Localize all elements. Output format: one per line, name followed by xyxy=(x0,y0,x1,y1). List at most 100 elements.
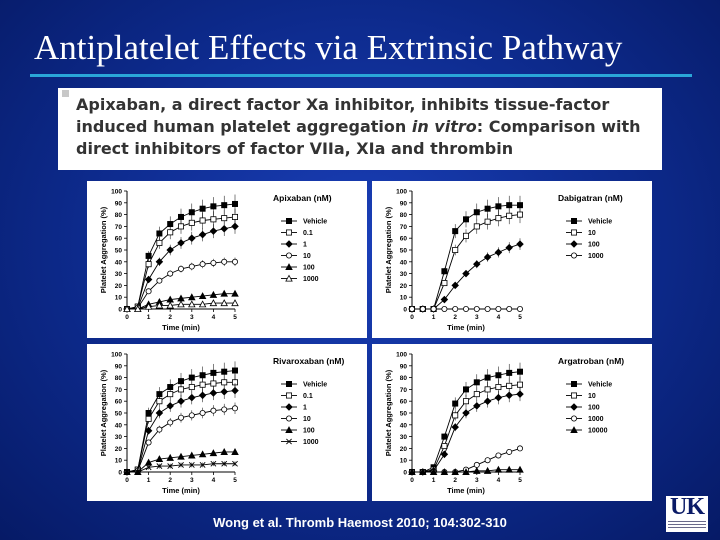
data-point xyxy=(177,300,185,308)
y-tick-label: 90 xyxy=(400,363,408,370)
data-point xyxy=(495,215,502,222)
series-4 xyxy=(408,465,524,476)
x-tick-label: 2 xyxy=(453,314,457,321)
y-tick-label: 40 xyxy=(115,259,123,266)
legend-label: 1000 xyxy=(588,253,604,260)
legend-title: Apixaban (nM) xyxy=(273,193,332,203)
data-point xyxy=(463,386,470,393)
data-point xyxy=(166,402,174,410)
data-point xyxy=(484,457,491,464)
data-point xyxy=(188,393,196,402)
data-point xyxy=(484,374,491,381)
subtitle-text-italic: in vitro xyxy=(411,117,477,136)
legend-label: Vehicle xyxy=(588,219,612,226)
data-point xyxy=(177,397,185,405)
data-point xyxy=(440,468,449,476)
data-point xyxy=(145,415,152,422)
x-tick-label: 0 xyxy=(410,477,414,484)
y-tick-label: 80 xyxy=(115,375,123,382)
y-tick-label: 10 xyxy=(400,458,408,465)
data-point xyxy=(483,253,492,261)
data-point xyxy=(221,258,228,265)
data-point xyxy=(231,222,239,231)
data-point xyxy=(124,469,130,475)
data-point xyxy=(167,463,174,470)
y-tick-label: 30 xyxy=(400,271,408,278)
data-point xyxy=(473,402,481,410)
data-point xyxy=(156,230,163,237)
y-tick-label: 60 xyxy=(115,399,123,406)
data-point xyxy=(506,382,513,389)
data-point xyxy=(231,405,238,412)
data-point xyxy=(198,450,207,458)
legend-label: 100 xyxy=(588,242,600,249)
data-point xyxy=(463,216,470,223)
data-point xyxy=(188,384,195,391)
data-point xyxy=(231,299,239,307)
legend-title: Rivaroxaban (nM) xyxy=(273,356,344,366)
y-tick-label: 20 xyxy=(115,283,123,290)
x-tick-label: 4 xyxy=(212,314,216,321)
data-point xyxy=(463,398,470,405)
x-tick-label: 0 xyxy=(125,314,129,321)
data-point xyxy=(188,293,196,301)
y-tick-label: 100 xyxy=(111,189,122,196)
data-point xyxy=(199,410,206,417)
data-point xyxy=(167,270,174,277)
data-point xyxy=(178,223,185,230)
series-5 xyxy=(123,299,239,313)
data-point xyxy=(198,230,207,239)
data-point xyxy=(231,258,238,265)
data-point xyxy=(156,463,163,470)
data-point xyxy=(210,216,217,223)
series-1 xyxy=(124,208,238,313)
data-point xyxy=(473,391,480,398)
series-5 xyxy=(124,460,238,475)
data-point xyxy=(516,445,523,452)
data-point xyxy=(441,268,448,275)
legend-label: 1000 xyxy=(588,416,604,423)
legend-label: 10 xyxy=(303,253,311,260)
legend-label: 100 xyxy=(303,265,315,272)
legend-marker xyxy=(285,263,293,270)
x-axis-label: Time (min) xyxy=(162,323,200,332)
y-tick-label: 10 xyxy=(115,295,123,302)
data-point xyxy=(221,460,228,467)
legend-label: 100 xyxy=(588,405,600,412)
data-point xyxy=(210,369,217,376)
data-point xyxy=(188,412,195,419)
series-4 xyxy=(123,289,239,313)
y-axis-label: Platelet Aggregation (%) xyxy=(99,206,108,293)
data-point xyxy=(210,407,217,414)
legend-label: Vehicle xyxy=(303,219,327,226)
data-point xyxy=(231,448,239,455)
data-point xyxy=(441,280,448,287)
data-point xyxy=(145,288,152,295)
data-point xyxy=(156,239,163,246)
series-line xyxy=(412,214,521,310)
data-point xyxy=(166,453,174,461)
data-point xyxy=(494,393,503,402)
data-point xyxy=(231,367,238,374)
legend-marker xyxy=(285,403,293,411)
data-point xyxy=(144,426,153,435)
data-point xyxy=(473,306,480,313)
data-point xyxy=(145,252,152,259)
legend-marker xyxy=(285,274,293,282)
legend-label: 1000 xyxy=(303,276,319,283)
legend-marker xyxy=(570,392,577,399)
data-point xyxy=(495,306,502,313)
data-point xyxy=(145,464,152,471)
y-tick-label: 50 xyxy=(115,248,123,255)
legend-label: Vehicle xyxy=(588,382,612,389)
data-point xyxy=(178,265,185,272)
data-point xyxy=(419,468,427,476)
data-point xyxy=(199,462,206,468)
data-point xyxy=(483,466,492,474)
y-tick-label: 90 xyxy=(400,200,408,207)
data-point xyxy=(473,461,480,468)
data-point xyxy=(188,451,196,459)
data-point xyxy=(516,368,523,375)
